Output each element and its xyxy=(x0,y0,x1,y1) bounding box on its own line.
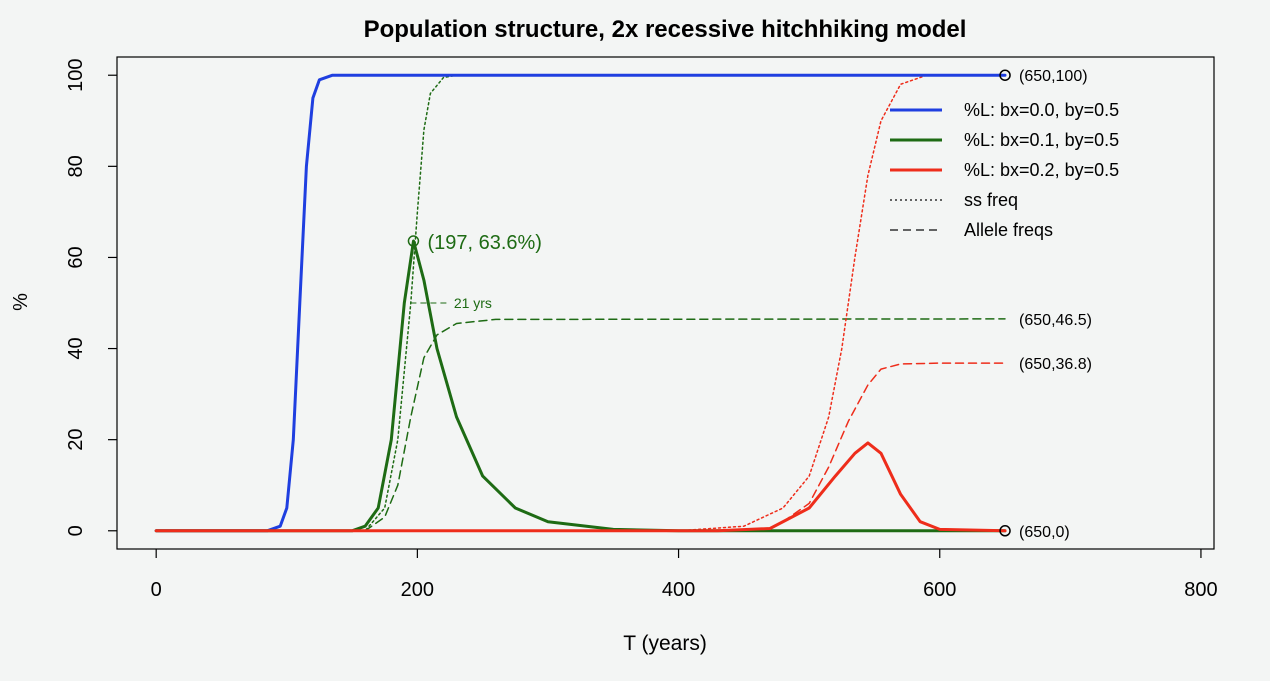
point-annotation: (650,0) xyxy=(1019,524,1070,541)
series-line-1 xyxy=(154,239,1007,533)
legend-item-label: ss freq xyxy=(964,190,1018,210)
y-tick-label: 60 xyxy=(65,246,87,268)
point-marker xyxy=(407,235,420,247)
series-line-4 xyxy=(364,318,1006,532)
y-tick-label: 0 xyxy=(65,525,87,536)
legend-item-label: %L: bx=0.1, by=0.5 xyxy=(964,130,1119,150)
x-tick-label: 0 xyxy=(151,579,162,601)
legend-item-label: Allele freqs xyxy=(964,220,1053,240)
chart-frame xyxy=(0,0,1270,681)
legend-item-label: %L: bx=0.2, by=0.5 xyxy=(964,160,1119,180)
x-axis-label: T (years) xyxy=(623,632,707,655)
chart-title: Population structure, 2x recessive hitch… xyxy=(364,16,967,43)
x-tick-label: 600 xyxy=(923,579,956,601)
point-annotation: (650,46.5) xyxy=(1019,312,1092,329)
point-marker xyxy=(999,69,1011,81)
series-line-0 xyxy=(154,73,1007,533)
x-tick-label: 400 xyxy=(662,579,695,601)
x-tick-label: 800 xyxy=(1184,579,1217,601)
series-line-3 xyxy=(155,74,1006,532)
legend: %L: bx=0.0, by=0.5 %L: bx=0.1, by=0.5 %L: … xyxy=(890,100,1119,240)
legend-item-label: %L: bx=0.0, by=0.5 xyxy=(964,100,1119,120)
point-annotation: (197, 63.6%) xyxy=(427,232,542,254)
y-tick-label: 20 xyxy=(65,429,87,451)
point-annotation: (650,36.8) xyxy=(1019,356,1092,373)
y-axis-label: % xyxy=(10,293,32,311)
plot-area: 0 200 400 600 800 0 20 40 60 80 100 21 yrs (650,100)… xyxy=(65,56,1218,601)
plot-frame xyxy=(116,56,1215,550)
series-line-2 xyxy=(154,441,1007,533)
y-tick-label: 80 xyxy=(65,155,87,177)
interval-label: 21 yrs xyxy=(454,295,492,311)
series-line-6 xyxy=(782,362,1006,523)
x-tick-label: 200 xyxy=(401,579,434,601)
y-tick-label: 100 xyxy=(65,59,87,92)
point-marker xyxy=(999,525,1011,537)
series-line-5 xyxy=(677,74,1006,532)
y-tick-label: 40 xyxy=(65,337,87,359)
point-annotation: (650,100) xyxy=(1019,68,1088,85)
